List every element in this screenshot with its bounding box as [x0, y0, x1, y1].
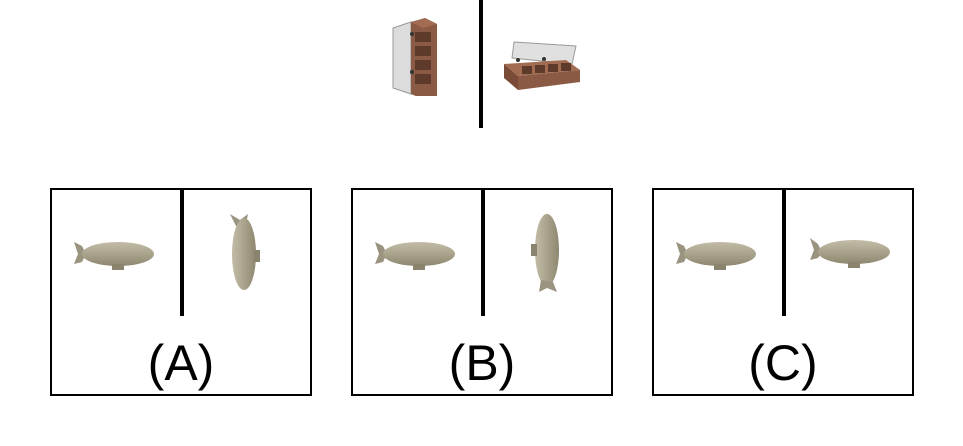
blimp-image	[373, 234, 459, 274]
option-a-label: (A)	[52, 338, 310, 388]
blimp-image	[674, 234, 760, 274]
option-c-divider	[782, 190, 786, 316]
option-a-box[interactable]: (A)	[50, 188, 312, 396]
cabinet-front-image	[385, 14, 445, 96]
option-c-label: (C)	[654, 338, 912, 388]
blimp-image	[808, 232, 894, 272]
option-c-box[interactable]: (C)	[652, 188, 914, 396]
blimp-rotated-image	[224, 210, 264, 294]
reference-divider	[479, 0, 483, 128]
option-b-label: (B)	[353, 338, 611, 388]
blimp-rotated-image	[527, 210, 567, 296]
cabinet-rotated-image	[500, 36, 584, 92]
option-a-divider	[180, 190, 184, 316]
option-b-divider	[481, 190, 485, 316]
option-b-box[interactable]: (B)	[351, 188, 613, 396]
blimp-image	[72, 234, 158, 274]
